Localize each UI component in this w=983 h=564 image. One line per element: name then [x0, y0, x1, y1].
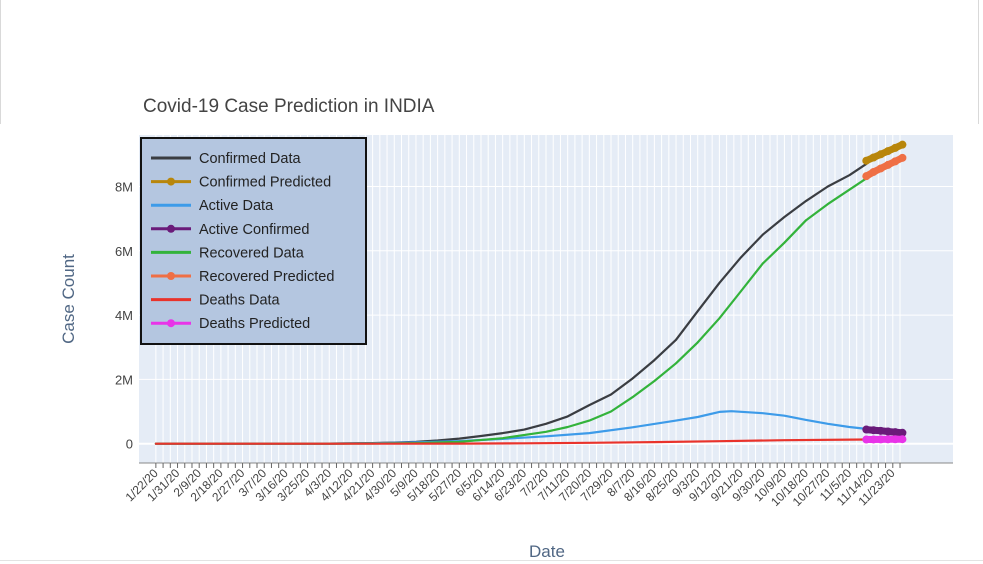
series-point-active-confirmed	[876, 426, 885, 435]
y-axis-label: Case Count	[59, 254, 78, 344]
y-tick-label: 0	[126, 437, 133, 452]
legend-box	[140, 137, 367, 345]
legend[interactable]: Confirmed Data Confirmed Predicted Active …	[140, 137, 367, 345]
y-tick-label: 4M	[115, 308, 133, 323]
legend-marker-active-confirmed	[167, 224, 175, 233]
series-point-confirmed-predicted	[891, 143, 900, 152]
legend-label-active-confirmed: Active Confirmed	[199, 222, 309, 238]
frame-edge-right	[978, 0, 979, 124]
y-tick-label: 8M	[115, 179, 133, 194]
chart-title: Covid-19 Case Prediction in INDIA	[143, 96, 435, 117]
x-axis-ticks: 1/22/201/31/202/9/202/18/202/27/203/7/20…	[123, 462, 953, 509]
series-line-deaths-data	[154, 438, 868, 445]
series-point-deaths-predicted	[883, 435, 892, 444]
frame-edge-bottom	[0, 560, 983, 561]
x-axis-label: Date	[529, 542, 565, 561]
series-point-confirmed-predicted	[898, 140, 907, 149]
series-point-active-confirmed	[862, 425, 871, 434]
legend-marker-deaths-predicted	[167, 319, 175, 328]
legend-marker-recovered-predicted	[167, 272, 175, 280]
legend-marker-confirmed-predicted	[167, 177, 175, 186]
series-point-active-confirmed	[883, 427, 892, 436]
y-tick-label: 2M	[115, 372, 133, 387]
series-point-confirmed-predicted	[883, 147, 892, 156]
series-point-recovered-predicted	[883, 160, 892, 169]
frame-edge-left	[0, 0, 1, 124]
legend-label-deaths-data: Deaths Data	[199, 293, 281, 309]
legend-items: Confirmed Data Confirmed Predicted Active …	[151, 151, 334, 332]
series-point-recovered-predicted	[898, 153, 907, 162]
legend-label-deaths-predicted: Deaths Predicted	[199, 316, 310, 332]
y-tick-label: 6M	[115, 244, 133, 259]
series-point-confirmed-predicted	[869, 153, 878, 162]
legend-label-confirmed-data: Confirmed Data	[199, 151, 301, 167]
y-axis-ticks: 0 2M 4M 6M 8M	[115, 179, 133, 451]
series-point-confirmed-predicted	[876, 150, 885, 159]
series-point-recovered-predicted	[876, 164, 885, 173]
series-point-active-confirmed	[869, 426, 878, 435]
series-point-recovered-predicted	[869, 167, 878, 176]
legend-label-recovered-data: Recovered Data	[199, 245, 305, 261]
series-point-deaths-predicted	[898, 435, 907, 444]
series-layer	[154, 140, 907, 445]
legend-label-active-data: Active Data	[199, 198, 274, 214]
legend-label-confirmed-predicted: Confirmed Predicted	[199, 175, 331, 191]
series-point-active-confirmed	[898, 428, 907, 437]
series-point-recovered-predicted	[891, 157, 900, 166]
series-point-deaths-predicted	[869, 435, 878, 444]
series-point-confirmed-predicted	[862, 156, 871, 165]
series-point-recovered-predicted	[862, 172, 871, 181]
series-point-deaths-predicted	[891, 435, 900, 444]
series-point-active-confirmed	[891, 428, 900, 437]
series-point-deaths-predicted	[862, 435, 871, 444]
series-point-deaths-predicted	[876, 435, 885, 444]
legend-label-recovered-predicted: Recovered Predicted	[199, 269, 334, 285]
